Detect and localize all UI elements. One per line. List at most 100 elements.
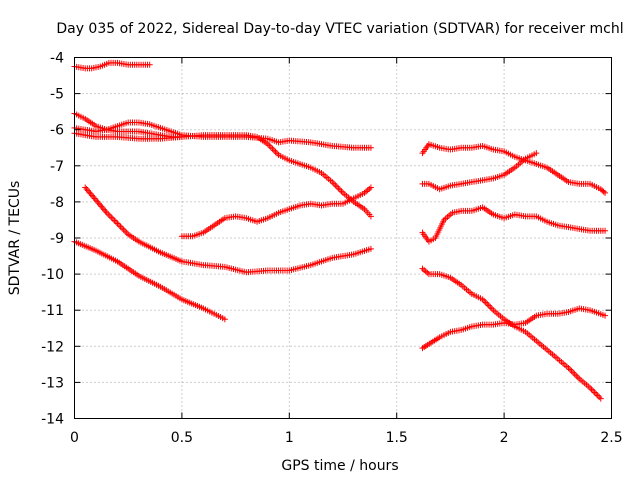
data-point bbox=[221, 316, 228, 323]
x-tick-label: 1 bbox=[285, 430, 294, 446]
series-track-4 bbox=[71, 130, 374, 220]
y-tick-label: -10 bbox=[41, 267, 64, 283]
series-track-10 bbox=[419, 204, 609, 245]
y-tick-label: -6 bbox=[50, 123, 64, 139]
data-point bbox=[267, 144, 274, 151]
series-track-9 bbox=[419, 150, 540, 193]
data-point bbox=[91, 195, 98, 202]
data-point bbox=[101, 206, 108, 213]
data-point bbox=[103, 209, 110, 216]
data-point bbox=[88, 192, 95, 199]
data-point bbox=[106, 212, 113, 219]
data-point bbox=[120, 226, 127, 233]
y-tick-label: -12 bbox=[41, 339, 64, 355]
series-track-1 bbox=[71, 59, 153, 72]
series-track-11 bbox=[419, 265, 604, 402]
y-tick-label: -8 bbox=[50, 195, 64, 211]
data-point bbox=[98, 203, 105, 210]
data-point bbox=[86, 189, 93, 196]
data-point bbox=[570, 369, 577, 376]
data-point bbox=[567, 366, 574, 373]
data-point bbox=[367, 144, 374, 151]
data-point bbox=[487, 304, 494, 311]
data-point bbox=[367, 245, 374, 252]
y-tick-label: -11 bbox=[41, 303, 64, 319]
data-point bbox=[111, 217, 118, 224]
x-tick-label: 2 bbox=[500, 430, 509, 446]
data-point bbox=[367, 213, 374, 220]
data-point bbox=[99, 204, 106, 211]
data-point bbox=[600, 188, 607, 195]
data-point bbox=[481, 297, 488, 304]
data-point bbox=[94, 198, 101, 205]
data-point bbox=[335, 185, 342, 192]
data-point bbox=[83, 186, 90, 193]
y-tick-label: -9 bbox=[50, 231, 64, 247]
data-points bbox=[71, 59, 609, 402]
x-axis-label: GPS time / hours bbox=[281, 458, 398, 474]
data-point bbox=[122, 228, 129, 235]
data-point bbox=[330, 180, 337, 187]
y-tick-label: -13 bbox=[41, 375, 64, 391]
data-point bbox=[596, 394, 603, 401]
data-point bbox=[108, 214, 115, 221]
data-point bbox=[269, 145, 276, 152]
series-track-6 bbox=[71, 238, 228, 323]
data-point bbox=[591, 389, 598, 396]
data-point bbox=[338, 188, 345, 195]
data-point bbox=[336, 186, 343, 193]
series-track-8 bbox=[419, 141, 609, 196]
data-point bbox=[115, 222, 122, 229]
data-point bbox=[593, 391, 600, 398]
axis-ticks bbox=[74, 57, 612, 419]
series-track-5 bbox=[82, 184, 374, 276]
data-point bbox=[332, 182, 339, 189]
data-point bbox=[92, 197, 99, 204]
data-point bbox=[588, 386, 595, 393]
data-point bbox=[119, 225, 126, 232]
y-tick-label: -4 bbox=[50, 51, 64, 67]
data-point bbox=[90, 193, 97, 200]
data-point bbox=[112, 219, 119, 226]
data-point bbox=[84, 187, 91, 194]
data-point bbox=[109, 215, 116, 222]
data-point bbox=[367, 184, 374, 191]
data-point bbox=[87, 190, 94, 197]
data-point bbox=[571, 371, 578, 378]
data-point bbox=[568, 368, 575, 375]
data-point bbox=[488, 305, 495, 312]
data-point bbox=[485, 302, 492, 309]
data-point bbox=[602, 312, 609, 319]
data-point bbox=[102, 208, 109, 215]
y-axis-label: SDTVAR / TECUs bbox=[7, 181, 23, 296]
data-point bbox=[97, 201, 104, 208]
data-point bbox=[590, 387, 597, 394]
y-tick-label: -14 bbox=[41, 412, 64, 428]
data-point bbox=[602, 227, 609, 234]
data-point bbox=[146, 61, 153, 68]
data-point bbox=[573, 372, 580, 379]
series-track-12 bbox=[419, 305, 609, 352]
y-tick-label: -7 bbox=[50, 159, 64, 175]
x-tick-label: 0.5 bbox=[171, 430, 193, 446]
data-point bbox=[333, 183, 340, 190]
data-point bbox=[82, 184, 89, 191]
data-point bbox=[602, 189, 609, 196]
data-point bbox=[123, 229, 130, 236]
data-point bbox=[274, 150, 281, 157]
data-point bbox=[484, 301, 491, 308]
x-tick-label: 2.5 bbox=[600, 430, 622, 446]
series-track-7 bbox=[178, 184, 374, 240]
data-point bbox=[482, 299, 489, 306]
y-tick-labels: -14 -13 -12 -11 -10 -9 -8 -7 -6 -5 -4 bbox=[41, 51, 64, 428]
data-point bbox=[95, 200, 102, 207]
data-point bbox=[272, 148, 279, 155]
data-point bbox=[105, 211, 112, 218]
chart-title: Day 035 of 2022, Sidereal Day-to-day VTE… bbox=[56, 21, 623, 37]
data-point bbox=[597, 395, 604, 402]
x-tick-label: 1.5 bbox=[386, 430, 408, 446]
data-point bbox=[594, 392, 601, 399]
x-tick-labels: 0 0.5 1 1.5 2 2.5 bbox=[70, 430, 623, 446]
data-point bbox=[533, 150, 540, 157]
